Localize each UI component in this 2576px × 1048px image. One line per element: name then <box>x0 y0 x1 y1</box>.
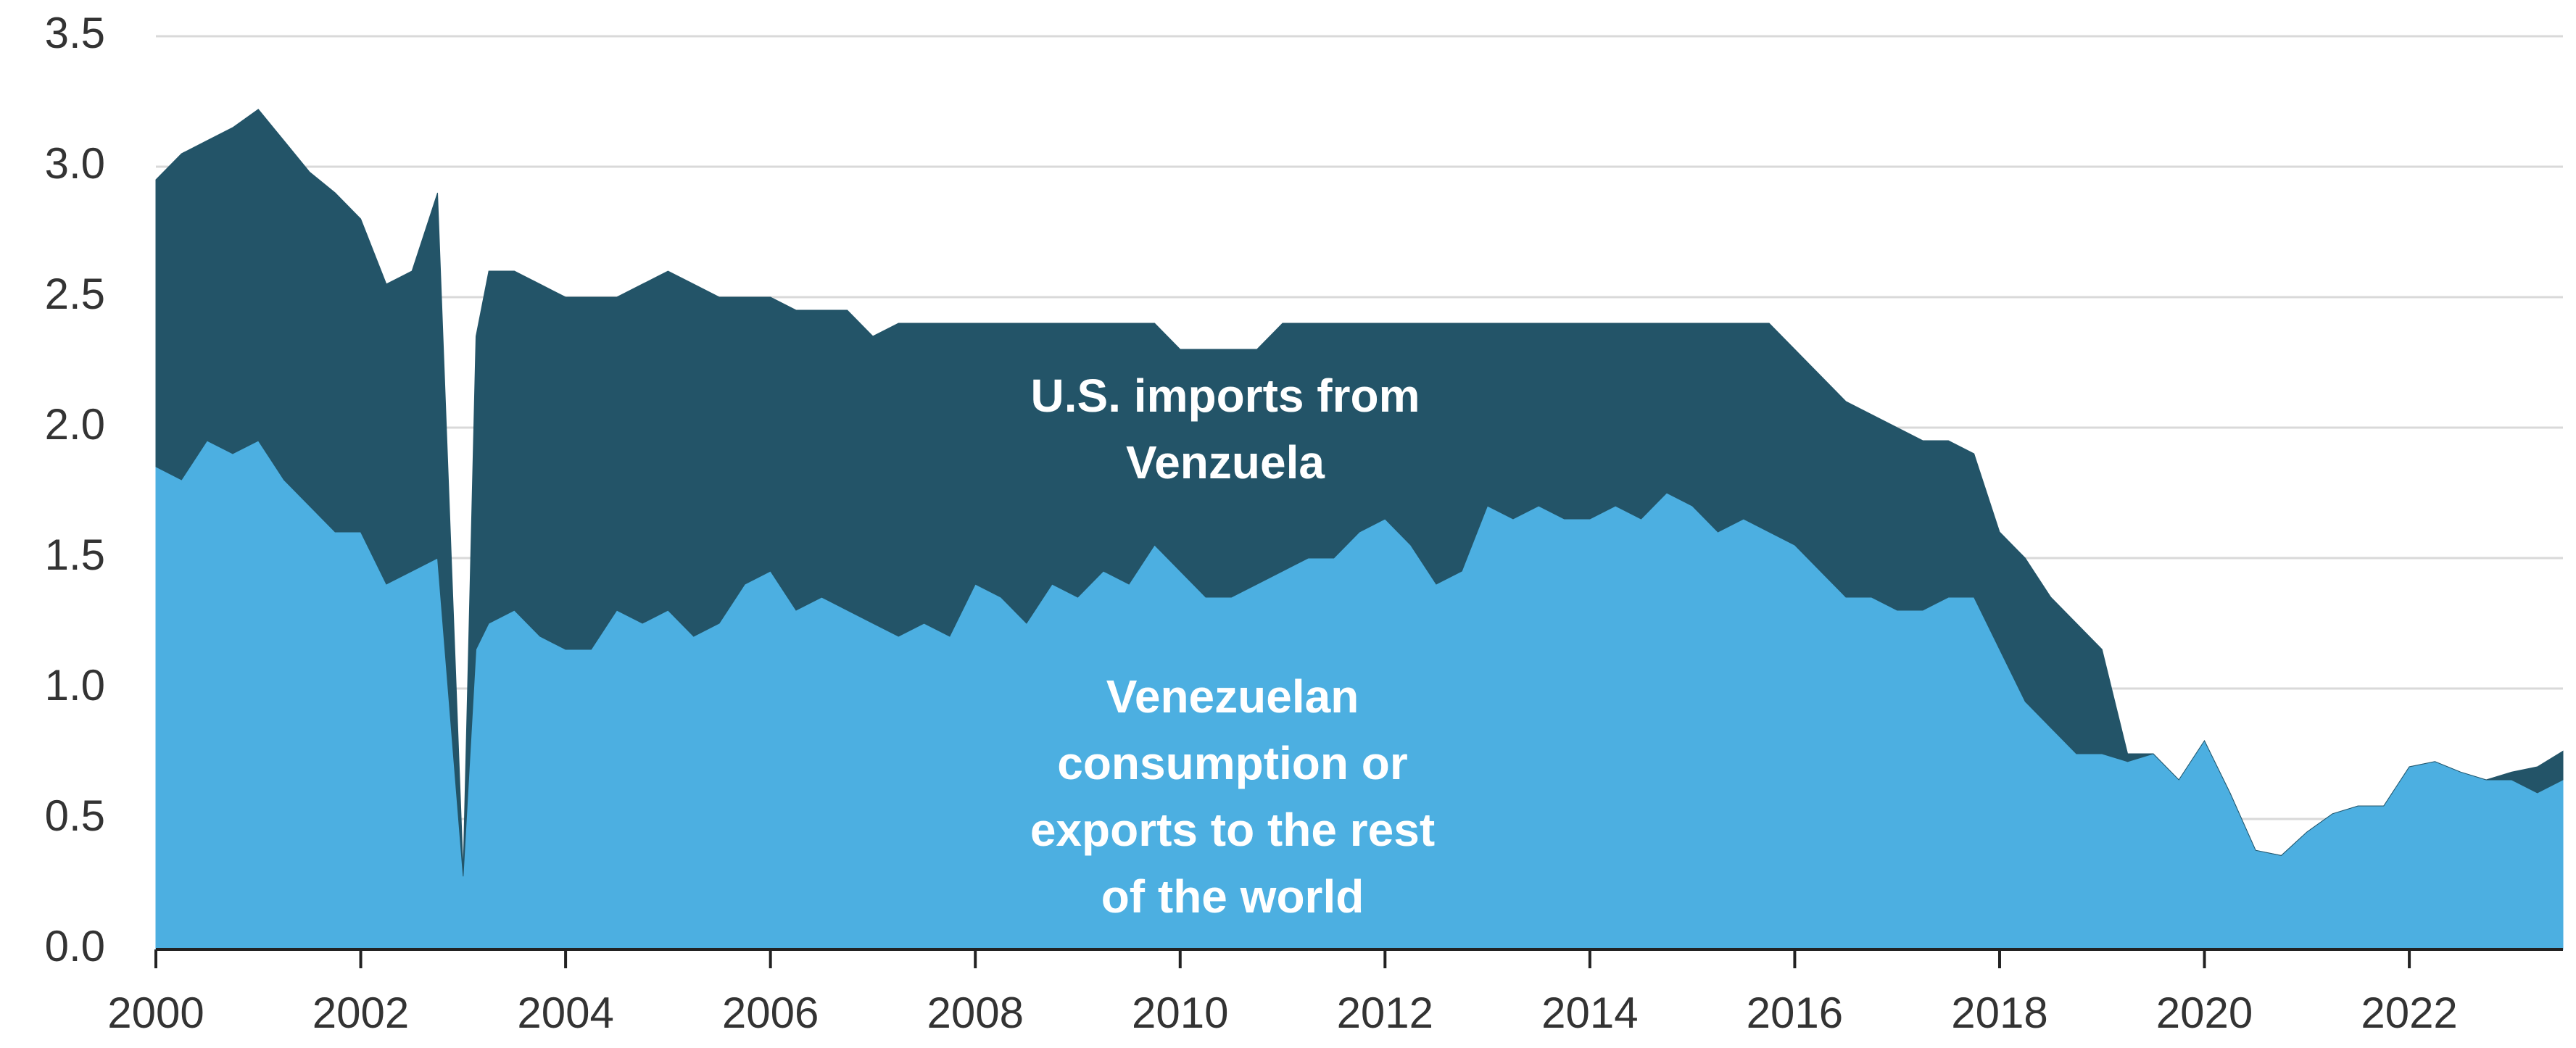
y-tick-label: 2.0 <box>45 400 105 449</box>
series-label: Venezuelan consumption or exports to the… <box>1030 670 1436 923</box>
x-tick-label: 2004 <box>517 989 613 1037</box>
x-tick-label: 2020 <box>2156 989 2253 1037</box>
x-tick-label: 2016 <box>1747 989 1843 1037</box>
y-tick-label: 3.5 <box>45 9 105 57</box>
x-tick-label: 2000 <box>107 989 204 1037</box>
x-tick-label: 2022 <box>2361 989 2457 1037</box>
x-tick-label: 2002 <box>312 989 409 1037</box>
series-label: U.S. imports from Venzuela <box>1030 370 1420 488</box>
y-tick-label: 0.5 <box>45 791 105 840</box>
y-tick-label: 1.5 <box>45 531 105 579</box>
y-tick-label: 0.0 <box>45 922 105 970</box>
y-tick-label: 1.0 <box>45 661 105 710</box>
x-tick-label: 2014 <box>1541 989 1638 1037</box>
y-tick-label: 2.5 <box>45 270 105 318</box>
y-tick-label: 3.0 <box>45 139 105 188</box>
x-tick-label: 2018 <box>1951 989 2047 1037</box>
x-tick-label: 2006 <box>722 989 819 1037</box>
x-tick-label: 2012 <box>1337 989 1433 1037</box>
x-tick-label: 2010 <box>1132 989 1228 1037</box>
x-tick-label: 2008 <box>927 989 1023 1037</box>
area <box>155 109 2564 877</box>
